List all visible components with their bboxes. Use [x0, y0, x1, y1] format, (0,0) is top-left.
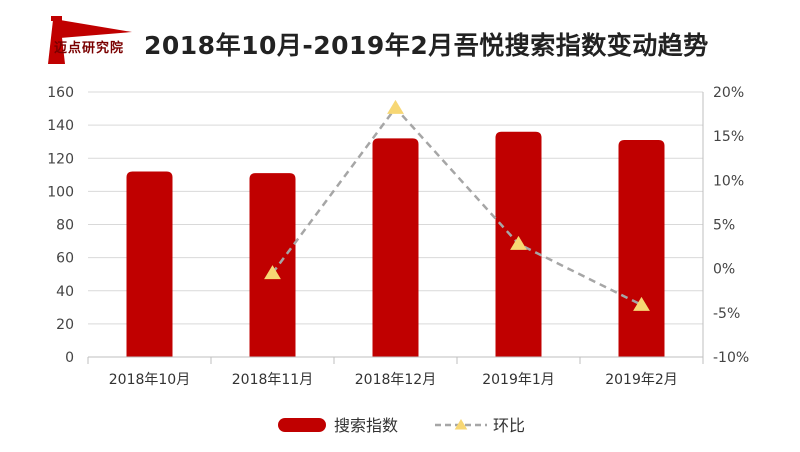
right-axis: -10% -5% 0% 5% 10% 15% 20%	[702, 85, 749, 366]
line-point	[510, 235, 527, 250]
chart-title: 2018年10月-2019年2月吾悦搜索指数变动趋势	[144, 31, 709, 60]
right-tick-label: 0%	[713, 262, 735, 278]
left-tick-label: 20	[56, 317, 74, 333]
line-point	[387, 99, 404, 114]
right-tick-label: -10%	[713, 350, 749, 366]
legend-label: 环比	[493, 416, 525, 435]
x-tick-label: 2018年12月	[355, 372, 436, 388]
left-tick-label: 60	[56, 251, 74, 267]
line-point	[264, 265, 281, 280]
right-tick-label: -5%	[713, 306, 740, 322]
x-tick-label: 2018年11月	[232, 372, 313, 388]
left-tick-label: 160	[47, 85, 74, 101]
logo-text: 迈点研究院	[54, 41, 125, 56]
left-tick-label: 120	[47, 151, 74, 167]
line-path	[271, 105, 643, 307]
x-axis: 2018年10月 2018年11月 2018年12月 2019年1月 2019年2月	[87, 356, 704, 388]
bars	[126, 131, 665, 357]
bar	[249, 173, 296, 357]
right-tick-label: 20%	[713, 85, 744, 101]
bar	[126, 171, 173, 357]
line-point	[633, 296, 650, 311]
bar	[618, 140, 665, 357]
bar	[372, 138, 419, 357]
chart-header: 迈点研究院 2018年10月-2019年2月吾悦搜索指数变动趋势	[0, 0, 800, 80]
x-tick-label: 2018年10月	[109, 372, 190, 388]
left-tick-label: 0	[65, 350, 74, 366]
legend: 搜索指数 环比	[278, 416, 525, 435]
right-tick-label: 5%	[713, 218, 735, 234]
x-tick-label: 2019年2月	[605, 372, 678, 388]
x-tick-label: 2019年1月	[482, 372, 555, 388]
left-tick-label: 140	[47, 118, 74, 134]
legend-swatch-marker	[454, 419, 468, 430]
legend-label: 搜索指数	[334, 416, 398, 435]
right-tick-label: 10%	[713, 173, 744, 189]
left-axis: 0 20 40 60 80 100 120 140 160	[47, 85, 74, 366]
right-tick-label: 15%	[713, 129, 744, 145]
legend-swatch-bar	[278, 418, 326, 432]
line-series	[264, 99, 650, 311]
left-tick-label: 100	[47, 184, 74, 200]
left-tick-label: 40	[56, 284, 74, 300]
left-tick-label: 80	[56, 218, 74, 234]
lighthouse-logo-icon	[48, 16, 132, 64]
